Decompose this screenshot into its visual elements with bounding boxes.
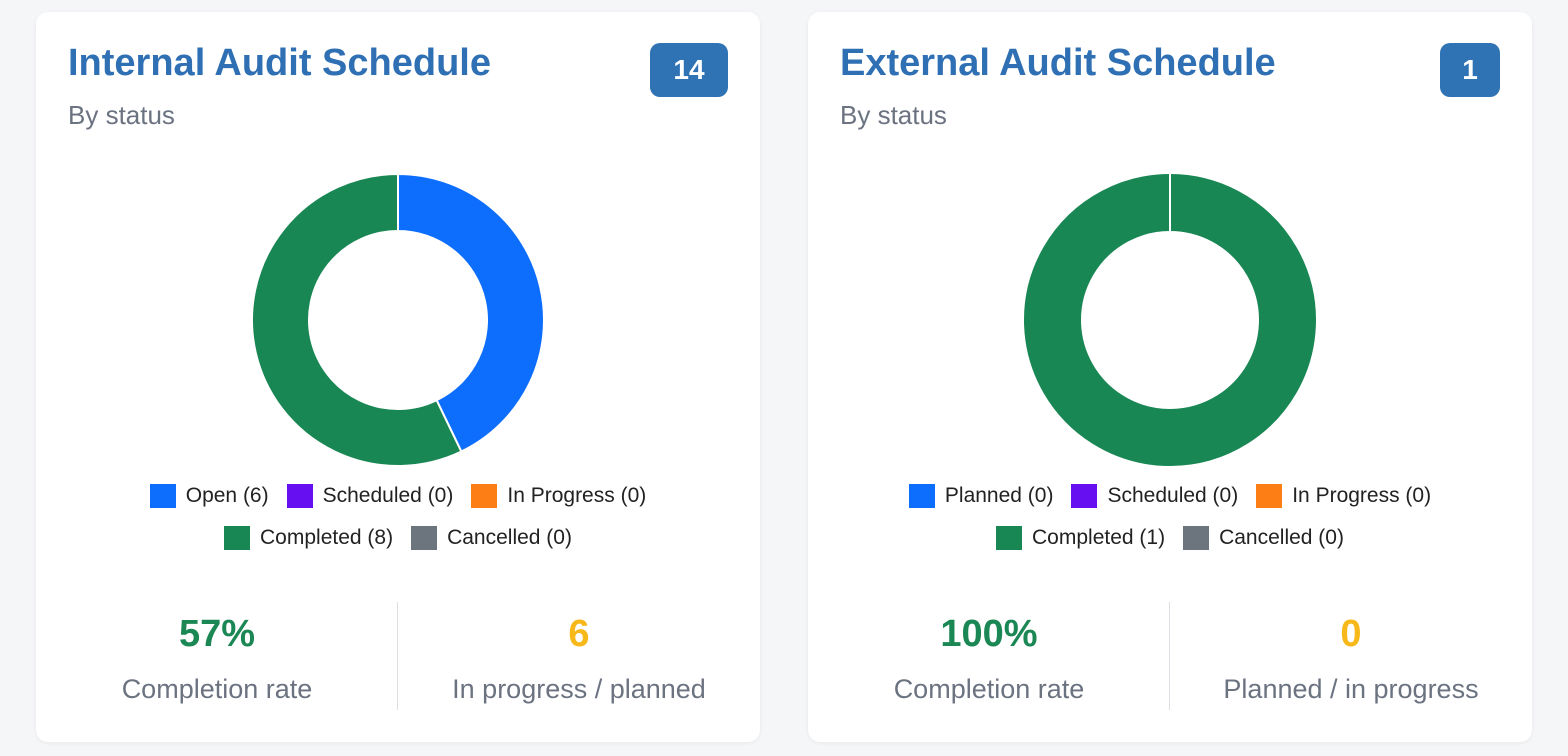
stats-row: 57% Completion rate 6 In progress / plan… bbox=[36, 602, 760, 712]
slice-open bbox=[397, 172, 545, 453]
in-progress-value: 6 bbox=[568, 613, 590, 655]
legend-item-cancelled[interactable]: Cancelled (0) bbox=[411, 526, 572, 550]
chart-legend: Open (6) Scheduled (0) In Progress (0) Comp… bbox=[36, 484, 760, 550]
count-badge: 14 bbox=[650, 43, 728, 97]
card-subtitle: By status bbox=[68, 100, 175, 130]
legend-swatch bbox=[149, 484, 176, 508]
legend-swatch bbox=[1071, 484, 1098, 508]
legend-item-in-progress[interactable]: In Progress (0) bbox=[1256, 484, 1431, 508]
legend-item-open[interactable]: Open (6) bbox=[149, 484, 269, 508]
slice-completed bbox=[1024, 174, 1316, 466]
stats-row: 100% Completion rate 0 Planned / in prog… bbox=[808, 602, 1532, 712]
legend-label: Planned (0) bbox=[944, 484, 1054, 507]
legend-swatch bbox=[908, 484, 935, 508]
stats-divider bbox=[1169, 602, 1170, 710]
completion-rate-stat: 100% Completion rate bbox=[808, 602, 1170, 705]
legend-item-scheduled[interactable]: Scheduled (0) bbox=[1071, 484, 1238, 508]
card-title: External Audit Schedule bbox=[840, 42, 1276, 84]
legend-label: Cancelled (0) bbox=[1219, 526, 1344, 549]
completion-rate-label: Completion rate bbox=[893, 674, 1085, 704]
in-progress-label: In progress / planned bbox=[452, 674, 706, 704]
external-audit-card: External Audit Schedule By status 1 Plan… bbox=[808, 12, 1532, 742]
legend-swatch bbox=[1183, 526, 1210, 550]
internal-audit-card: Internal Audit Schedule By status 14 Ope… bbox=[36, 12, 760, 742]
completion-rate-label: Completion rate bbox=[121, 674, 313, 704]
legend-label: In Progress (0) bbox=[1292, 484, 1432, 507]
legend-swatch bbox=[411, 526, 438, 550]
completion-rate-value: 100% bbox=[940, 613, 1038, 655]
legend-swatch bbox=[996, 526, 1023, 550]
stats-divider bbox=[397, 602, 398, 710]
chart-legend: Planned (0) Scheduled (0) In Progress (0) C… bbox=[808, 484, 1532, 550]
card-title: Internal Audit Schedule bbox=[68, 42, 491, 84]
legend-label: Scheduled (0) bbox=[1107, 484, 1239, 507]
planned-stat: 0 Planned / in progress bbox=[1170, 602, 1532, 705]
legend-item-cancelled[interactable]: Cancelled (0) bbox=[1183, 526, 1344, 550]
legend-swatch bbox=[471, 484, 498, 508]
legend-label: Completed (1) bbox=[1032, 526, 1166, 549]
legend-swatch bbox=[1256, 484, 1283, 508]
completion-rate-value: 57% bbox=[178, 613, 256, 655]
legend-item-scheduled[interactable]: Scheduled (0) bbox=[286, 484, 454, 508]
legend-label: In Progress (0) bbox=[507, 484, 647, 507]
in-progress-stat: 6 In progress / planned bbox=[398, 602, 760, 705]
legend-item-planned[interactable]: Planned (0) bbox=[908, 484, 1054, 508]
legend-label: Open (6) bbox=[185, 484, 269, 507]
legend-label: Cancelled (0) bbox=[447, 526, 572, 549]
planned-value: 0 bbox=[1340, 613, 1362, 655]
status-donut-chart bbox=[1024, 174, 1316, 466]
card-subtitle: By status bbox=[840, 100, 947, 130]
legend-label: Scheduled (0) bbox=[322, 484, 454, 507]
legend-swatch bbox=[224, 526, 251, 550]
slice-completed bbox=[251, 172, 463, 467]
legend-item-completed[interactable]: Completed (1) bbox=[996, 526, 1165, 550]
legend-swatch bbox=[286, 484, 313, 508]
legend-item-in-progress[interactable]: In Progress (0) bbox=[471, 484, 646, 508]
count-badge: 1 bbox=[1440, 43, 1500, 97]
planned-label: Planned / in progress bbox=[1223, 674, 1479, 704]
legend-label: Completed (8) bbox=[260, 526, 394, 549]
legend-item-completed[interactable]: Completed (8) bbox=[224, 526, 393, 550]
completion-rate-stat: 57% Completion rate bbox=[36, 602, 398, 705]
status-donut-chart bbox=[251, 172, 545, 467]
